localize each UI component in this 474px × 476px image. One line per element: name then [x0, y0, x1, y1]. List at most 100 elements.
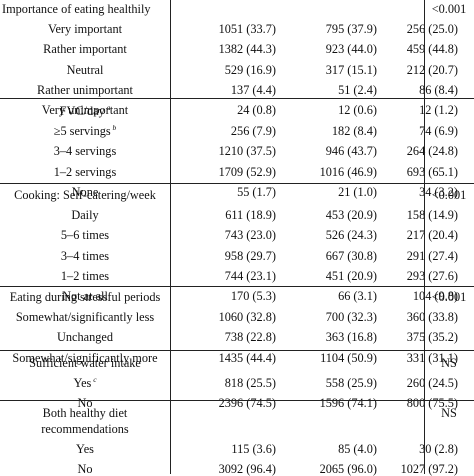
row-label-text: No [77, 462, 93, 476]
table-cell-c2: 1596 (74.1) [319, 396, 377, 411]
table-cell-c2: 795 (37.9) [325, 22, 377, 36]
table-cell-c3: 86 (8.4) [419, 82, 458, 97]
table-cell-c1: 611 (18.9) [225, 208, 276, 222]
table-cell-c1: 743 (23.0) [224, 228, 276, 243]
table-cell-c3: 291 (27.4) [406, 248, 458, 263]
row-label-text: Yes [76, 442, 94, 456]
row-label-text: No [77, 396, 93, 411]
table-cell-c2: 363 (16.8) [325, 330, 377, 345]
table-cell-c1: 256 (7.9) [230, 124, 276, 138]
section-header-text: Cooking: Self-catering/week [14, 188, 156, 202]
section-header-text: Sufficient water intake [29, 356, 141, 370]
table-cell-c1: 137 (4.4) [230, 82, 276, 97]
row-label: Very important [0, 22, 170, 36]
table-cell-c2: 51 (2.4) [338, 82, 377, 97]
table-cell-c1: 1435 (44.4) [218, 350, 276, 365]
section-divider [0, 286, 474, 287]
row-label-text: Neutral [66, 62, 104, 77]
table-cell-c3: 800 (75.5) [406, 396, 458, 411]
section-divider [0, 98, 474, 99]
table-cell-c3: 212 (20.7) [406, 62, 458, 77]
table-cell-c1: 3092 (96.4) [218, 462, 276, 476]
table-cell-c3: 74 (6.9) [419, 124, 458, 138]
table-cell-c3: 264 (24.8) [406, 144, 458, 159]
row-label-text: 1–2 times [60, 268, 110, 283]
table-cell-c2: 700 (32.3) [325, 310, 377, 324]
table-cell-c3: 375 (35.2) [406, 330, 458, 345]
row-label: 5–6 times [0, 228, 170, 242]
table-cell-c2: 66 (3.1) [338, 289, 377, 304]
p-value: <0.001 [431, 188, 467, 202]
table-cell-c2: 453 (20.9) [325, 208, 377, 222]
section-header: Eating during stressful periods [0, 290, 170, 304]
table-cell-c1: 24 (0.8) [237, 103, 276, 118]
table-cell-c1: 818 (25.5) [224, 376, 276, 390]
table-cell-c1: 958 (29.7) [224, 248, 276, 263]
table-cell-c2: 21 (1.0) [338, 184, 377, 199]
section-divider [0, 400, 474, 401]
table-cell-c1: 1709 (52.9) [218, 164, 276, 179]
row-label: None [0, 185, 170, 199]
row-label: 1–2 times [0, 269, 170, 283]
p-value: NS [441, 406, 457, 420]
table-cell-c1: 744 (23.1) [224, 268, 276, 283]
table-cell-c2: 182 (8.4) [331, 124, 377, 138]
table-cell-c1: 1210 (37.5) [218, 144, 276, 159]
table-cell-c2: 558 (25.9) [325, 376, 377, 390]
table-cell-c3: 256 (25.0) [406, 22, 458, 36]
row-label: Rather unimportant [0, 83, 170, 97]
section-header-text: Both healthy diet [42, 406, 128, 420]
section-header: FVC/day a [0, 104, 170, 118]
section-header-text: Eating during stressful periods [9, 290, 161, 304]
table-cell-c3: 1027 (97.2) [400, 462, 458, 476]
p-value: <0.001 [431, 2, 467, 16]
row-label-text: Daily [71, 208, 99, 222]
row-label: 3–4 servings [0, 144, 170, 158]
table-cell-c3: 459 (44.8) [406, 42, 458, 57]
table-cell-c2: 923 (44.0) [325, 42, 377, 57]
column-divider [170, 0, 171, 474]
section-header: Both healthy diet [0, 406, 170, 420]
table-cell-c1: 1060 (32.8) [218, 310, 276, 324]
row-label: No [0, 396, 170, 410]
column-divider [424, 0, 425, 474]
section-header: Sufficient water intake [0, 356, 170, 370]
row-label: 1–2 servings [0, 165, 170, 179]
footnote-marker: b [110, 123, 117, 132]
row-label-text: 5–6 times [60, 228, 110, 243]
table-cell-c2: 317 (15.1) [325, 62, 377, 77]
table-cell-c3: 30 (2.8) [419, 442, 458, 456]
table-cell-c2: 1104 (50.9) [320, 350, 377, 365]
table-cell-c3: 360 (33.8) [406, 310, 458, 324]
p-value: NS [441, 356, 457, 370]
footnote-marker: c [91, 375, 97, 384]
row-label: Very unimportant [0, 103, 170, 117]
section-header: Importance of eating healthily [2, 2, 151, 16]
row-label-text: Rather important [43, 42, 127, 57]
table-cell-c2: 1016 (46.9) [319, 164, 377, 179]
row-label: ≥5 servings b [0, 124, 170, 138]
table-cell-c2: 451 (20.9) [325, 268, 377, 283]
table-cell-c3: 260 (24.5) [406, 376, 458, 390]
row-label: Somewhat/significantly more [0, 351, 170, 365]
table-cell-c3: 293 (27.6) [406, 268, 458, 283]
table-cell-c3: 12 (1.2) [419, 103, 458, 118]
table-cell-c3: 693 (65.1) [406, 164, 458, 179]
table-cell-c1: 529 (16.9) [224, 62, 276, 77]
table-cell-c1: 170 (5.3) [230, 289, 276, 304]
row-label: Rather important [0, 42, 170, 56]
table-cell-c1: 2396 (74.5) [218, 396, 276, 411]
table-cell-c1: 1051 (33.7) [218, 22, 276, 36]
section-header-text: Importance of eating healthily [2, 2, 151, 16]
row-label: Somewhat/significantly less [0, 310, 170, 324]
table-cell-c3: 34 (3.2) [419, 184, 458, 199]
row-label: No [0, 462, 170, 476]
table-cell-c2: 2065 (96.0) [319, 462, 377, 476]
row-label: Unchanged [0, 330, 170, 344]
table-cell-c2: 85 (4.0) [338, 442, 377, 456]
table-cell-c3: 331 (31.1) [406, 350, 458, 365]
table-cell-c1: 55 (1.7) [237, 184, 276, 199]
row-label-text: Rather unimportant [37, 82, 133, 97]
table-cell-c2: 526 (24.3) [325, 228, 377, 243]
